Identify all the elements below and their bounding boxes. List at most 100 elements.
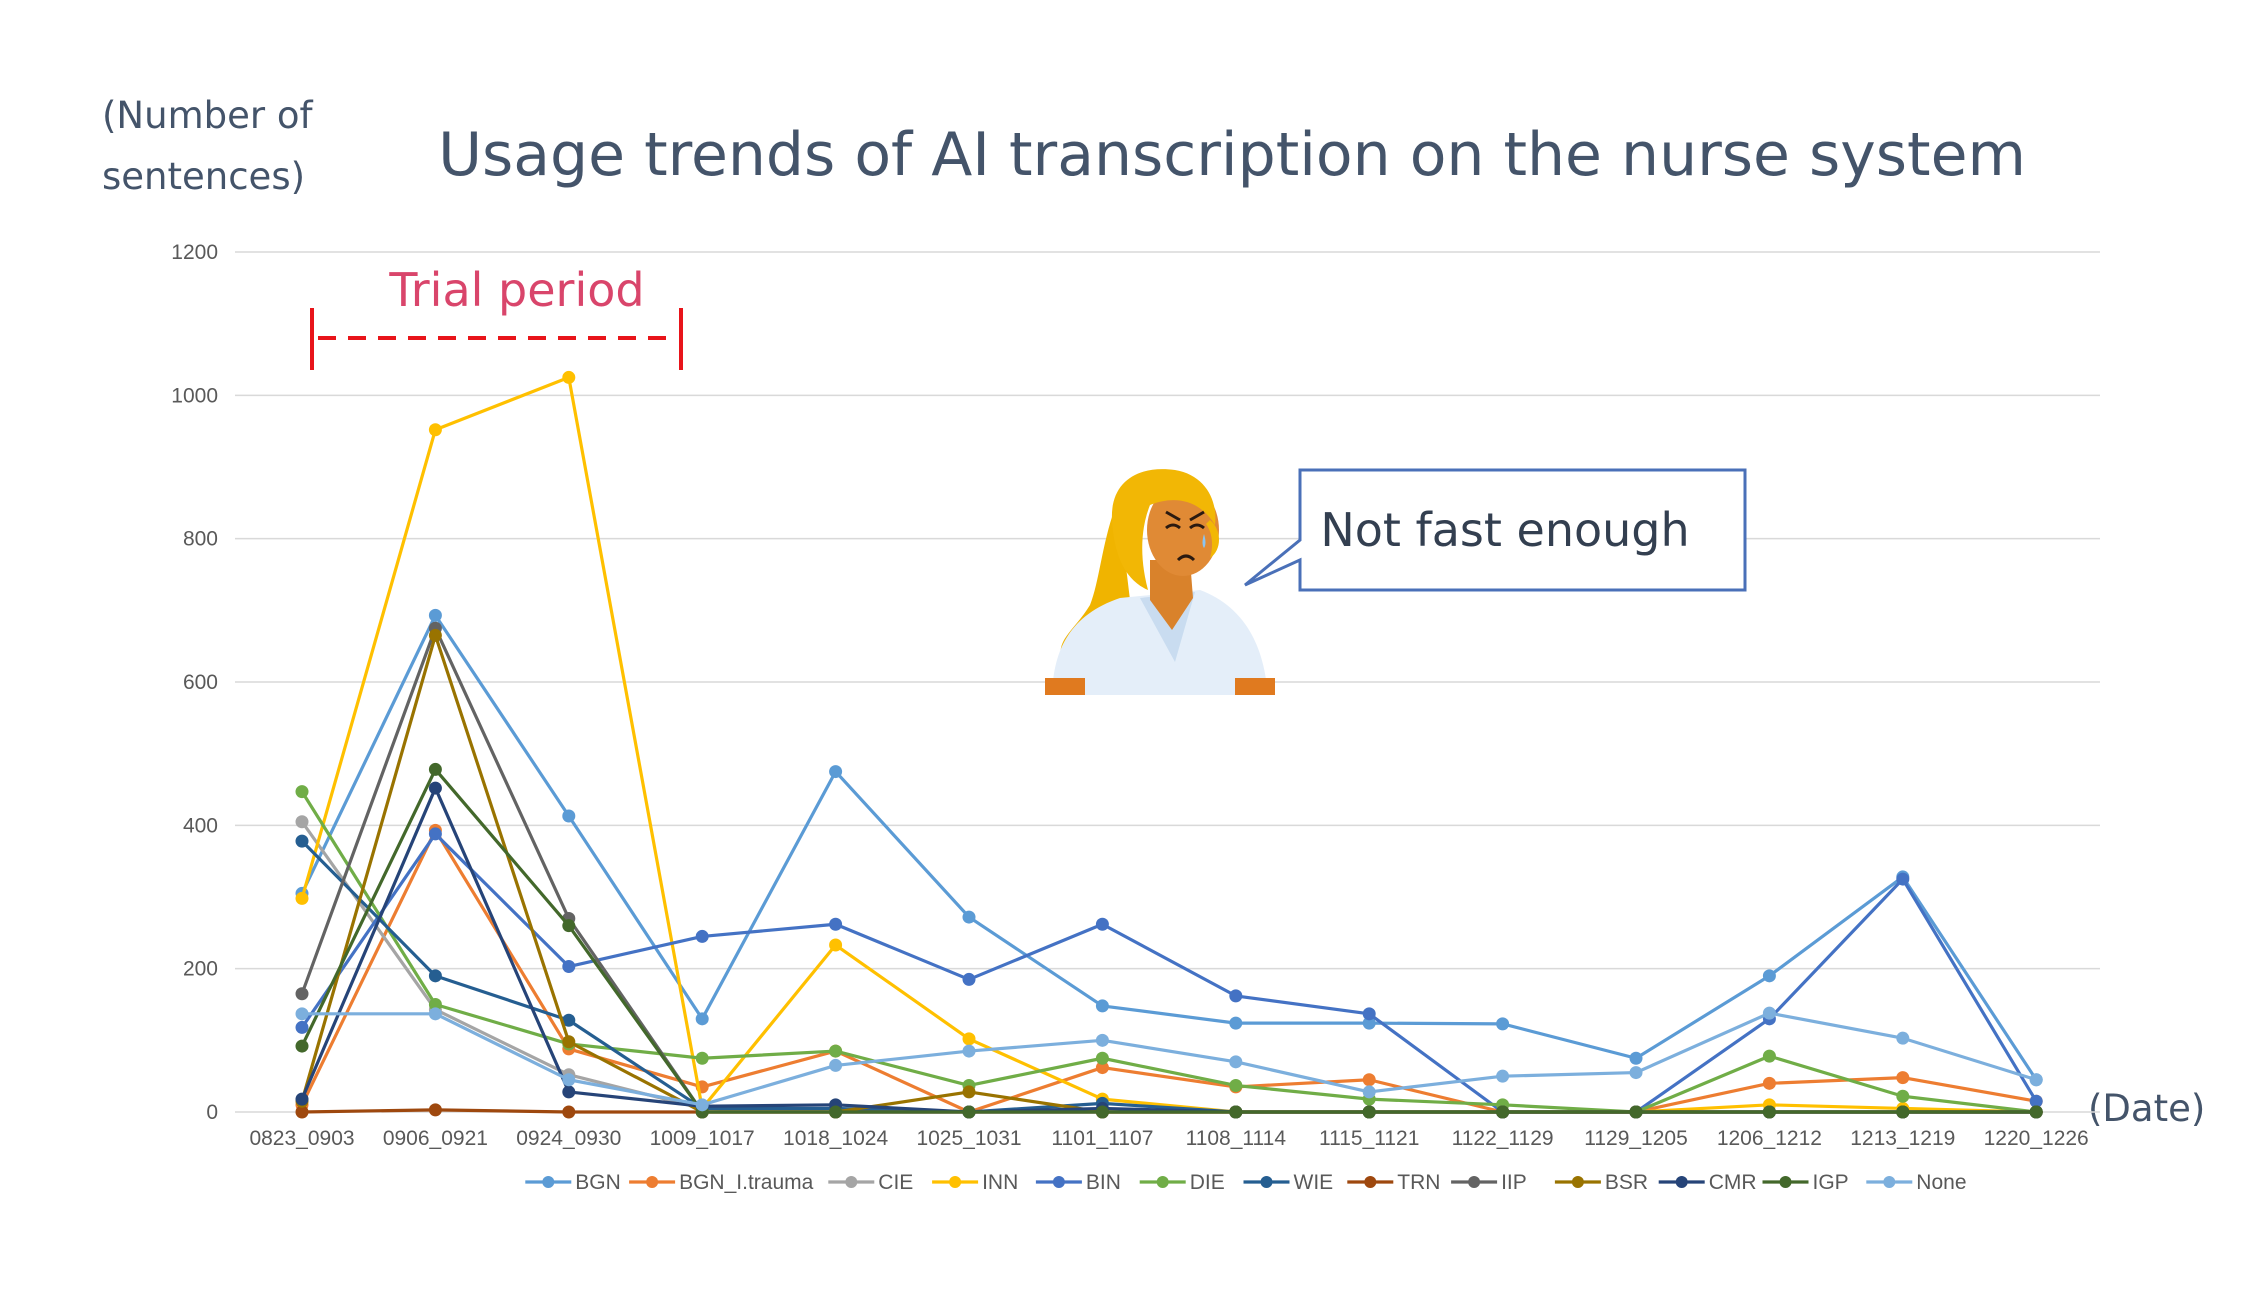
data-point xyxy=(1896,1105,1910,1119)
y-tick-label: 1000 xyxy=(171,384,218,407)
data-point xyxy=(962,1105,976,1119)
data-point xyxy=(1362,1007,1376,1021)
data-point xyxy=(1095,1105,1109,1119)
legend-label: WIE xyxy=(1294,1171,1334,1194)
data-point xyxy=(1229,989,1243,1003)
legend-label: IIP xyxy=(1501,1171,1527,1194)
data-point xyxy=(562,919,576,933)
x-tick-label: 1009_1017 xyxy=(650,1127,755,1150)
data-point xyxy=(295,815,309,829)
data-point xyxy=(1229,1055,1243,1069)
legend-item: WIE xyxy=(1243,1171,1334,1194)
data-point xyxy=(962,910,976,924)
legend-label: BSR xyxy=(1605,1171,1648,1194)
y-tick-label: 600 xyxy=(183,671,218,694)
legend-item: TRN xyxy=(1347,1171,1440,1194)
data-point xyxy=(295,1105,309,1119)
legend: BGN BGN_I.trauma CIE INN BIN DIE WIE TRN IIP BSR C… xyxy=(525,1171,1967,1194)
legend-label: TRN xyxy=(1397,1171,1440,1194)
data-point xyxy=(295,1020,309,1034)
data-point xyxy=(428,762,442,776)
data-point xyxy=(562,1013,576,1027)
data-point xyxy=(962,1032,976,1046)
legend-swatch-marker xyxy=(1468,1176,1481,1188)
x-tick-label: 1025_1031 xyxy=(916,1127,1021,1150)
data-point xyxy=(562,1073,576,1087)
legend-item: INN xyxy=(932,1171,1018,1194)
data-point xyxy=(1629,1105,1643,1119)
data-point xyxy=(1095,917,1109,931)
legend-label: IGP xyxy=(1813,1171,1849,1194)
trial-period-bracket xyxy=(310,308,683,370)
data-point xyxy=(829,917,843,931)
data-point xyxy=(295,785,309,799)
legend-label: BGN xyxy=(575,1171,621,1194)
legend-item: DIE xyxy=(1139,1171,1225,1194)
data-point xyxy=(295,891,309,905)
series-cmr xyxy=(295,781,2043,1119)
data-point xyxy=(829,765,843,779)
legend-label: None xyxy=(1916,1171,1966,1194)
y-tick-label: 400 xyxy=(183,814,218,837)
data-point xyxy=(695,1098,709,1112)
data-point xyxy=(695,929,709,943)
speech-callout: Not fast enough xyxy=(1244,468,1747,592)
data-point xyxy=(1229,1105,1243,1119)
legend-item: BGN xyxy=(525,1171,621,1194)
series-bsr xyxy=(295,628,2043,1119)
data-point xyxy=(829,1105,843,1119)
data-point xyxy=(428,998,442,1011)
data-point xyxy=(829,938,843,952)
data-point xyxy=(562,960,576,974)
y-tick-label: 0 xyxy=(206,1101,218,1124)
data-point xyxy=(1229,1016,1243,1030)
x-tick-label: 1213_1219 xyxy=(1850,1127,1955,1150)
data-point xyxy=(1095,1061,1109,1075)
legend-swatch-marker xyxy=(1260,1176,1273,1188)
data-point xyxy=(1095,1051,1109,1065)
series-line xyxy=(300,820,2037,1114)
series-bgn xyxy=(295,608,2043,1087)
x-tick-label: 1129_1205 xyxy=(1584,1127,1688,1150)
legend-item: BSR xyxy=(1554,1171,1648,1194)
trial-period-label: Trial period xyxy=(388,263,644,317)
data-point xyxy=(1896,872,1910,886)
x-tick-label: 1206_1212 xyxy=(1717,1127,1822,1150)
data-point xyxy=(428,1103,442,1117)
data-point xyxy=(962,1044,976,1058)
legend-swatch-marker xyxy=(1052,1176,1065,1188)
legend-label: DIE xyxy=(1190,1171,1225,1194)
data-point xyxy=(1362,1073,1376,1087)
data-point xyxy=(295,1007,309,1021)
legend-label: BIN xyxy=(1086,1171,1121,1194)
data-point xyxy=(1095,999,1109,1013)
x-tick-label: 1018_1024 xyxy=(783,1127,888,1150)
legend-swatch-marker xyxy=(1364,1176,1377,1188)
data-point xyxy=(1762,1006,1776,1020)
data-point xyxy=(562,809,576,823)
x-tick-label: 1220_1226 xyxy=(1984,1127,2089,1150)
series-iip xyxy=(295,621,2043,1119)
data-point xyxy=(1629,1066,1643,1080)
x-tick-label: 0906_0921 xyxy=(383,1127,488,1150)
y-axis-label-line1: (Number of xyxy=(102,94,313,137)
data-point xyxy=(428,628,442,642)
data-point xyxy=(1629,1051,1643,1065)
data-point xyxy=(562,1035,576,1049)
data-point xyxy=(1896,1071,1910,1085)
legend-label: BGN_I.trauma xyxy=(679,1171,814,1194)
y-axis-label-line2: sentences) xyxy=(102,155,305,198)
data-point xyxy=(428,1007,442,1021)
legend-item: CIE xyxy=(828,1171,913,1194)
legend-item: None xyxy=(1866,1171,1967,1194)
data-point xyxy=(1762,969,1776,983)
series-igp xyxy=(295,762,2043,1119)
legend-swatch-marker xyxy=(646,1176,659,1188)
data-point xyxy=(295,834,309,848)
data-point xyxy=(2029,1105,2043,1119)
data-point xyxy=(562,370,576,384)
data-point xyxy=(428,827,442,841)
legend-label: CIE xyxy=(878,1171,913,1194)
legend-label: CMR xyxy=(1709,1171,1757,1194)
data-point xyxy=(1496,1069,1510,1083)
